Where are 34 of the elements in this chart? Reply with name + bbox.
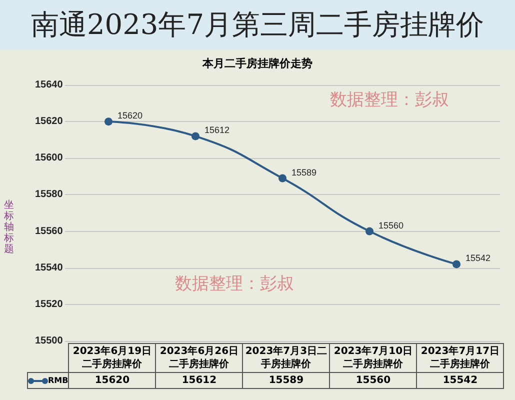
point xyxy=(366,227,374,236)
y-tick-label: 15560 xyxy=(35,226,64,237)
annotation: 15542 xyxy=(466,253,491,264)
x-tick-label: 2023年7月10日二手房挂牌价 xyxy=(330,344,417,372)
annotation: 15620 xyxy=(118,110,143,121)
annotation: 15560 xyxy=(378,220,404,230)
data-label: 15589 xyxy=(242,372,330,388)
point xyxy=(192,132,200,140)
data-label: 15612 xyxy=(156,372,243,388)
annotation: 数据整理：彭叔 xyxy=(330,89,449,111)
y-tick-label: 15580 xyxy=(35,189,64,200)
x-tick-label: 2023年6月19日二手房挂牌价 xyxy=(68,344,156,372)
annotation: 数据整理：彭叔 xyxy=(175,273,294,295)
chart-subtitle: 本月二手房挂牌价走势 xyxy=(201,56,314,71)
y-tick-label: 15600 xyxy=(35,152,64,164)
y-tick-label: 15620 xyxy=(35,116,64,128)
point xyxy=(278,174,286,182)
y-tick-label: 15540 xyxy=(35,262,64,274)
data-label: 15542 xyxy=(416,372,504,388)
y-axis-title: 坐标轴标题 xyxy=(4,200,14,255)
x-tick-label: 2023年7月17日二手房挂牌价 xyxy=(416,344,504,372)
y-tick-label: 15520 xyxy=(35,298,64,310)
legend-label: RMB xyxy=(28,372,69,388)
y-tick-label: 15640 xyxy=(35,80,64,90)
point xyxy=(104,118,112,126)
data-label: 15560 xyxy=(330,372,417,388)
chart-title: 南通2023年7月第三周二手房挂牌价 xyxy=(0,0,515,50)
annotation: 15589 xyxy=(292,167,317,178)
annotation: 15612 xyxy=(204,125,230,136)
x-tick-label: 2023年6月26日二手房挂牌价 xyxy=(156,344,243,372)
y-tick-label: 15500 xyxy=(35,336,64,346)
x-tick-label: 2023年7月3日二手房挂牌价 xyxy=(242,344,330,372)
data-label: 15620 xyxy=(68,372,156,388)
point xyxy=(452,260,460,268)
